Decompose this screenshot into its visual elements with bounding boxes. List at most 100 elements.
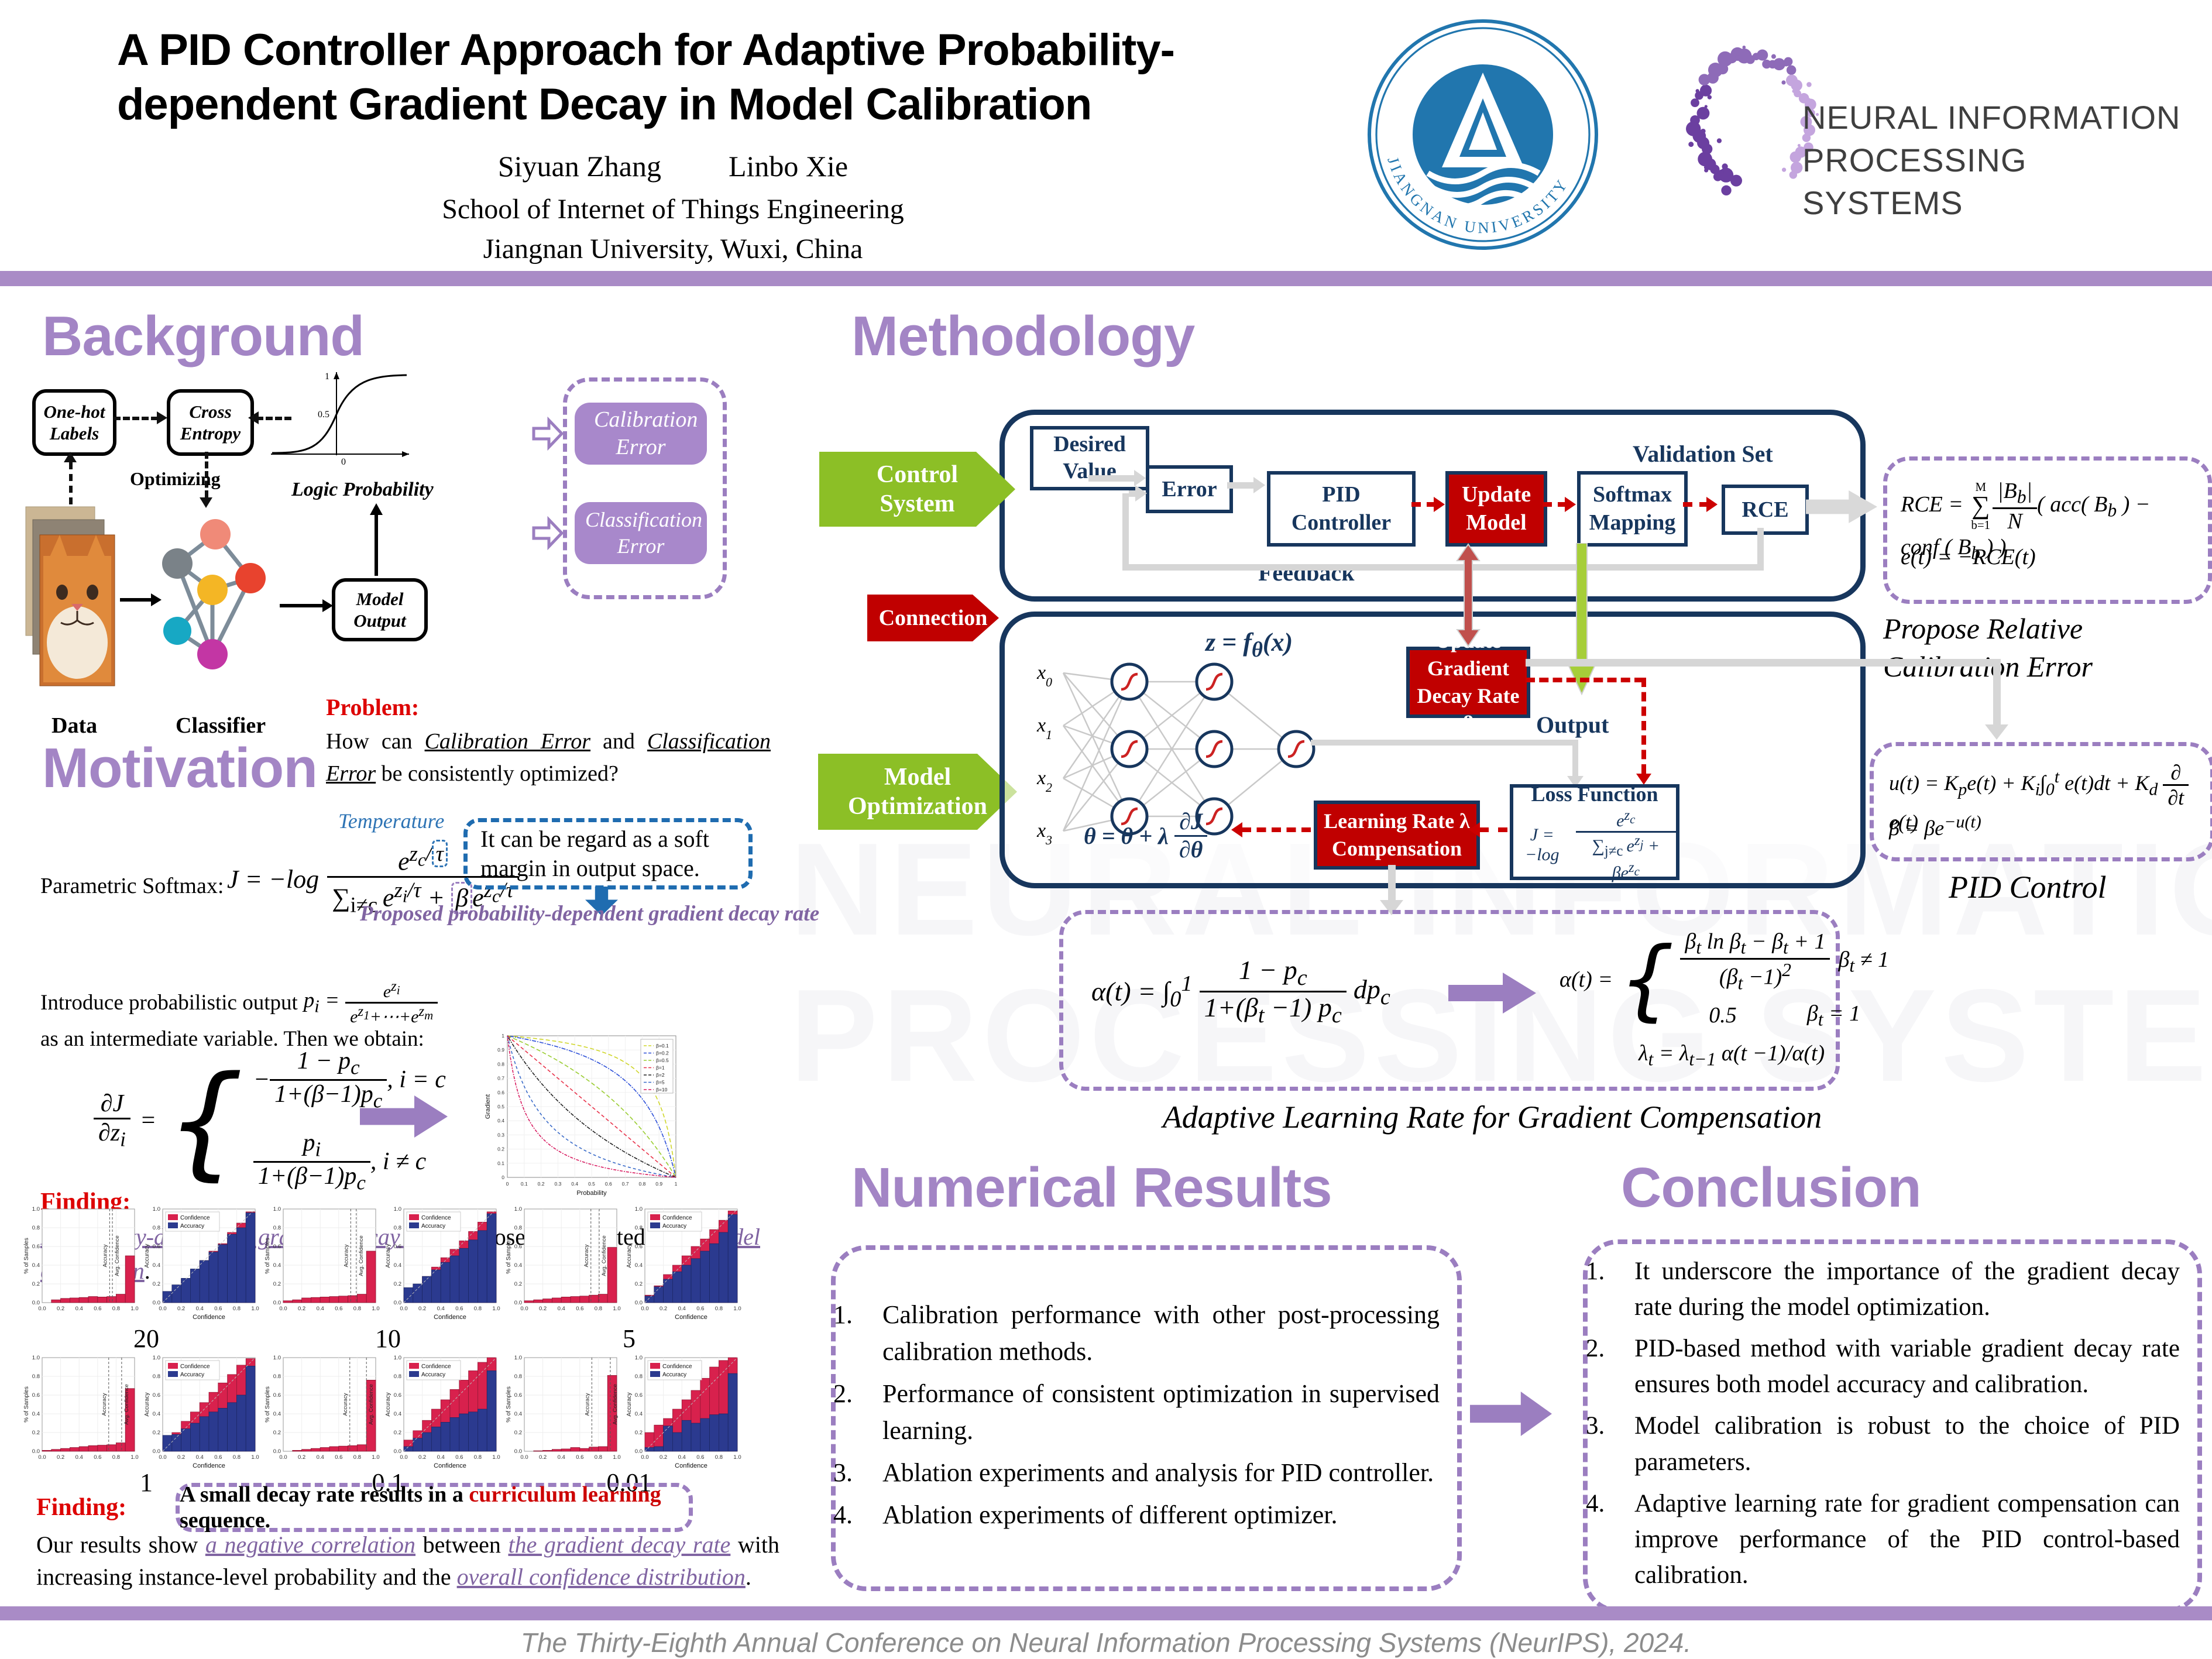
- svg-text:1.0: 1.0: [613, 1306, 620, 1312]
- line-error-to-pid: [1227, 482, 1258, 489]
- svg-text:0.6: 0.6: [94, 1454, 101, 1461]
- jiangnan-university-logo: JIANGNAN UNIVERSITY: [1368, 19, 1598, 250]
- svg-text:Confidence: Confidence: [421, 1215, 451, 1221]
- svg-text:1: 1: [325, 372, 329, 382]
- svg-text:0.8: 0.8: [514, 1225, 522, 1231]
- svg-text:0.6: 0.6: [335, 1306, 342, 1312]
- svg-text:0.0: 0.0: [520, 1306, 528, 1312]
- gradient-piecewise-formula: ∂J ∂zi = { − 1 − pc 1+(β−1)pc , i = c pi…: [94, 1047, 446, 1194]
- svg-text:0.0: 0.0: [153, 1300, 160, 1306]
- poster-title: A PID Controller Approach for Adaptive P…: [117, 23, 1346, 132]
- arrowhead-right-icon: [151, 593, 162, 606]
- connection-chevron: Connection: [867, 595, 999, 641]
- dashed-loss-to-lr: [1479, 827, 1507, 832]
- svg-text:0.2: 0.2: [635, 1281, 643, 1287]
- arrowhead-left-icon: [248, 411, 259, 424]
- svg-text:0.8: 0.8: [595, 1454, 602, 1461]
- arrowhead-up-icon: [370, 503, 383, 515]
- svg-text:Probability: Probability: [576, 1190, 607, 1197]
- svg-text:0.0: 0.0: [32, 1300, 40, 1306]
- svg-text:1: 1: [675, 1181, 678, 1187]
- logic-probability-plot: 1 0.5 0: [271, 372, 409, 467]
- svg-text:0.6: 0.6: [635, 1244, 643, 1250]
- conclusion-item-3: Model calibration is robust to the choic…: [1611, 1408, 2180, 1479]
- svg-text:Confidence: Confidence: [180, 1363, 210, 1370]
- feedback-line-vertical-right: [1757, 528, 1764, 569]
- classification-error-text: Classification Error: [585, 508, 703, 558]
- svg-text:0.0: 0.0: [279, 1306, 287, 1312]
- soft-margin-note: It can be regard as a soft margin in out…: [463, 818, 753, 889]
- svg-text:0.4: 0.4: [635, 1262, 643, 1269]
- alpha-integral-formula: α(t) = ∫01 1 − pc 1+(βt −1) pc dpc: [1091, 955, 1390, 1028]
- svg-text:0.0: 0.0: [32, 1448, 40, 1455]
- svg-text:0.4: 0.4: [514, 1262, 522, 1269]
- line-output-down: [1572, 740, 1578, 776]
- svg-text:0.6: 0.6: [273, 1392, 281, 1399]
- svg-text:0.6: 0.6: [32, 1392, 40, 1399]
- svg-text:0.4: 0.4: [635, 1411, 643, 1417]
- svg-text:0.8: 0.8: [638, 1181, 645, 1187]
- svg-text:0.4: 0.4: [514, 1411, 522, 1417]
- svg-text:Accuracy: Accuracy: [385, 1244, 391, 1268]
- svg-text:1.0: 1.0: [492, 1306, 500, 1312]
- proposed-caption: Proposed probability-dependent gradient …: [360, 902, 820, 926]
- pid-control-box: [1870, 742, 2212, 861]
- decay-rate-label-20: 20: [133, 1324, 159, 1353]
- svg-text:0.2: 0.2: [177, 1306, 185, 1312]
- one-hot-labels-text: One-hot Labels: [43, 401, 105, 444]
- svg-text:x1: x1: [1036, 715, 1052, 742]
- svg-text:Accuracy: Accuracy: [101, 1393, 108, 1416]
- svg-text:Avg. Confidence: Avg. Confidence: [358, 1235, 365, 1276]
- svg-text:0.8: 0.8: [153, 1373, 160, 1380]
- conclusion-list: It underscore the importance of the grad…: [1588, 1253, 2197, 1598]
- svg-text:1.0: 1.0: [394, 1355, 401, 1361]
- parametric-softmax-label: Parametric Softmax:: [40, 874, 224, 898]
- results-item-3: Ablation experiments and analysis for PI…: [859, 1455, 1440, 1491]
- svg-text:0.6: 0.6: [94, 1306, 101, 1312]
- curriculum-note-box: A small decay rate results in a curricul…: [176, 1482, 693, 1533]
- svg-text:0.6: 0.6: [696, 1306, 704, 1312]
- svg-text:1.0: 1.0: [32, 1355, 40, 1361]
- cat-data-image: [25, 506, 115, 686]
- temperature-label: Temperature: [338, 809, 445, 833]
- dashed-pid-to-update: [1411, 502, 1436, 507]
- pid-control-caption: PID Control: [1949, 870, 2107, 905]
- adaptive-lr-box: [1059, 910, 1840, 1091]
- svg-text:0.8: 0.8: [273, 1225, 281, 1231]
- finding2-label: Finding:: [36, 1494, 127, 1521]
- svg-text:0.4: 0.4: [678, 1454, 686, 1461]
- svg-text:0.4: 0.4: [394, 1411, 401, 1417]
- update-gradient-decay-box: Update Gradient Decay Rate β: [1406, 629, 1530, 735]
- curriculum-note-text: A small decay rate results in a curricul…: [180, 1482, 661, 1533]
- conclusion-box: It underscore the importance of the grad…: [1583, 1239, 2202, 1613]
- arrowhead-right-icon: [157, 411, 167, 424]
- svg-text:0.2: 0.2: [177, 1454, 185, 1461]
- calibration-error-box: Calibration Error: [575, 403, 707, 465]
- arrow-sigmoid-to-crossentropy: [256, 417, 291, 420]
- svg-text:0: 0: [506, 1181, 509, 1187]
- svg-text:x2: x2: [1036, 767, 1052, 795]
- arrow-data-to-classifier: [120, 598, 154, 602]
- svg-text:0.8: 0.8: [32, 1373, 40, 1380]
- neurips-logo-wordmark: NEURAL INFORMATION PROCESSING SYSTEMS: [1802, 97, 2189, 224]
- svg-text:0.2: 0.2: [497, 1146, 504, 1152]
- svg-text:0.8: 0.8: [153, 1225, 160, 1231]
- arrow-onehot-to-crossentropy: [114, 417, 158, 420]
- histogram-chart: 0.0 0.0 0.2 0.2 0.4 0.4 0.6 0.6 0.8 0.8 1.0 1.0 Accu…: [22, 1204, 139, 1327]
- svg-text:0.8: 0.8: [32, 1225, 40, 1231]
- dashed-gradient-to-loss-h: [1526, 678, 1644, 682]
- svg-text:0.7: 0.7: [622, 1181, 629, 1187]
- svg-text:Confidence: Confidence: [421, 1363, 451, 1370]
- svg-text:Accuracy: Accuracy: [385, 1392, 391, 1416]
- svg-text:1.0: 1.0: [635, 1355, 643, 1361]
- svg-text:0.5: 0.5: [318, 410, 329, 420]
- section-title-results: Numerical Results: [851, 1156, 1332, 1219]
- affiliation-school: School of Internet of Things Engineering: [442, 194, 904, 225]
- neural-network-diagram: x0 x1 x2 x3: [1036, 662, 1315, 847]
- svg-text:β=5: β=5: [656, 1080, 665, 1086]
- svg-text:1.0: 1.0: [613, 1454, 620, 1461]
- svg-text:0.7: 0.7: [497, 1076, 504, 1081]
- svg-text:0.0: 0.0: [159, 1306, 166, 1312]
- svg-text:0.6: 0.6: [605, 1181, 612, 1187]
